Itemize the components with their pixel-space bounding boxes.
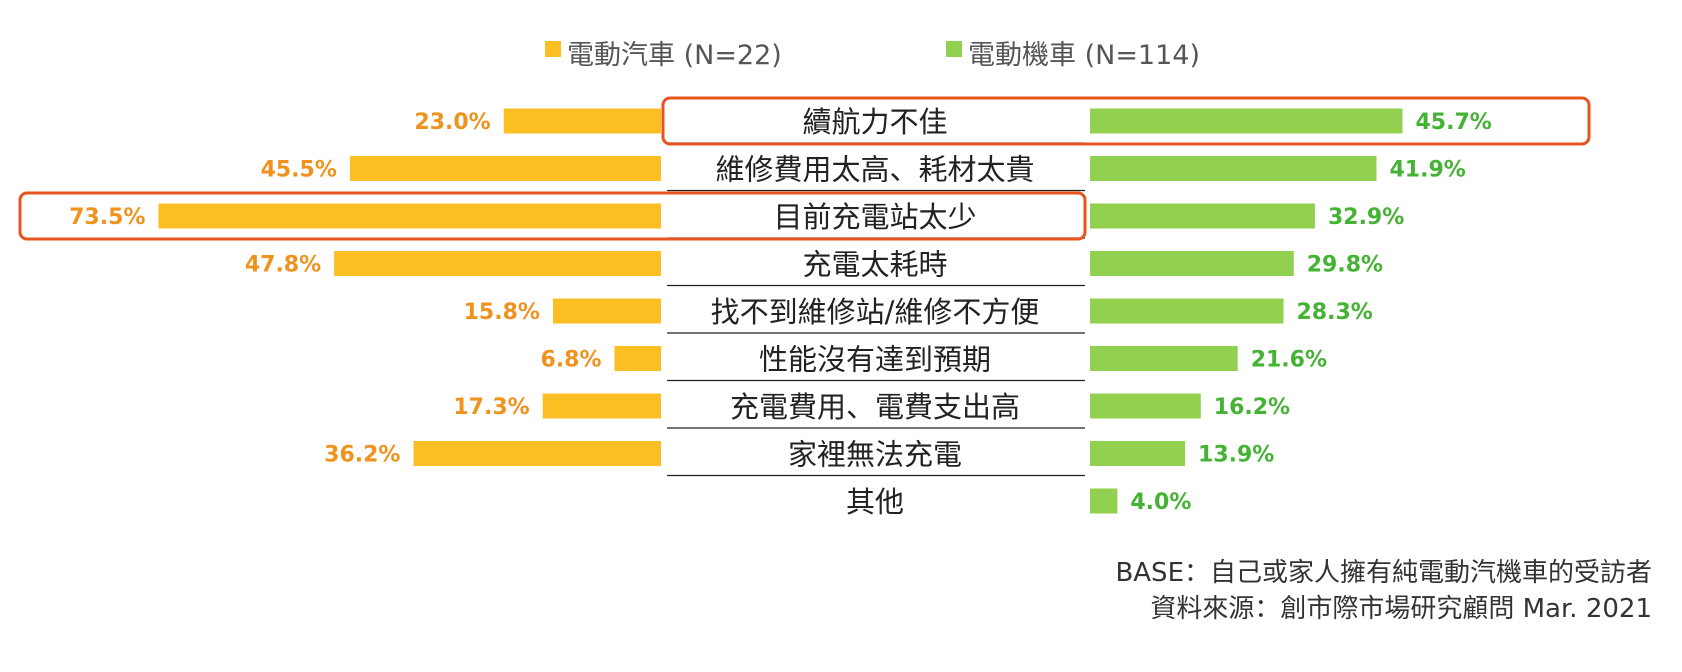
category-label: 性能沒有達到預期 <box>759 343 991 377</box>
source-note: 資料來源：創市際市場研究顧問 Mar. 2021 <box>1150 594 1652 624</box>
bar-scooter <box>1090 393 1201 419</box>
value-label-scooter: 4.0% <box>1130 490 1191 515</box>
value-label-car: 45.5% <box>261 158 337 183</box>
value-label-scooter: 13.9% <box>1198 443 1274 468</box>
value-label-car: 17.3% <box>453 395 529 420</box>
bar-car <box>503 108 661 134</box>
value-label-car: 23.0% <box>414 110 490 135</box>
category-label: 充電費用、電費支出高 <box>730 390 1020 424</box>
value-label-scooter: 45.7% <box>1415 110 1491 135</box>
value-label-car: 73.5% <box>69 205 145 230</box>
bar-car <box>413 441 661 466</box>
category-label: 充電太耗時 <box>802 248 947 282</box>
category-label: 找不到維修站/維修不方便 <box>711 295 1040 329</box>
legend-swatch-car <box>545 41 561 57</box>
bar-car <box>552 298 661 324</box>
bar-scooter <box>1090 298 1284 324</box>
legend-swatch-scooter <box>946 41 962 57</box>
bar-car <box>614 346 661 371</box>
bar-scooter <box>1090 441 1186 466</box>
value-label-scooter: 28.3% <box>1297 300 1373 325</box>
value-label-scooter: 41.9% <box>1389 158 1465 183</box>
legend-label-car: 電動汽車 (N=22) <box>567 40 782 71</box>
bar-car <box>334 251 661 276</box>
bar-scooter <box>1090 203 1315 229</box>
category-label: 維修費用太高、耗材太貴 <box>715 153 1034 187</box>
bar-car <box>158 203 661 229</box>
category-label: 其他 <box>846 485 904 519</box>
value-label-scooter: 21.6% <box>1251 348 1327 373</box>
legend-label-scooter: 電動機車 (N=114) <box>968 40 1200 71</box>
bar-scooter <box>1090 488 1118 514</box>
value-label-scooter: 29.8% <box>1307 253 1383 278</box>
value-label-car: 47.8% <box>245 253 321 278</box>
highlight-box-car <box>18 191 1087 241</box>
highlight-box-scooter <box>661 96 1591 146</box>
bar-scooter <box>1090 156 1377 181</box>
legend: 電動汽車 (N=22) 電動機車 (N=114) <box>545 40 1200 71</box>
bar-car <box>542 393 661 419</box>
value-label-car: 36.2% <box>324 443 400 468</box>
category-label: 續航力不佳 <box>802 105 947 139</box>
category-label: 家裡無法充電 <box>788 438 962 472</box>
bar-scooter <box>1090 251 1294 276</box>
bar-car <box>349 156 661 181</box>
base-note: BASE：自己或家人擁有純電動汽機車的受訪者 <box>1115 558 1652 588</box>
bar-scooter <box>1090 346 1238 371</box>
value-label-scooter: 32.9% <box>1328 205 1404 230</box>
value-label-car: 6.8% <box>540 348 601 373</box>
value-label-scooter: 16.2% <box>1214 395 1290 420</box>
category-label: 目前充電站太少 <box>773 200 976 234</box>
chart-rows: 續航力不佳 23.0% 45.7% 維修費用太高、耗材太貴 45.5% 41.9% 目前充電… <box>18 96 1591 519</box>
value-label-car: 15.8% <box>464 300 540 325</box>
bar-scooter <box>1090 108 1403 134</box>
